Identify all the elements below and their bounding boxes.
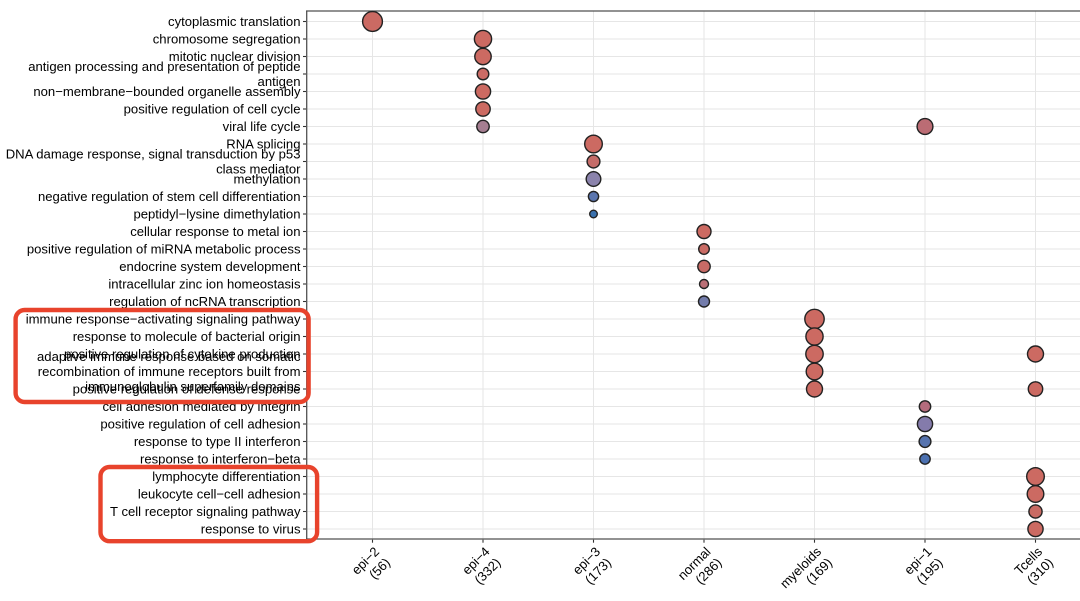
- svg-text:intracellular zinc ion homeost: intracellular zinc ion homeostasis: [108, 277, 301, 292]
- svg-text:DNA damage response, signal tr: DNA damage response, signal transduction…: [6, 147, 301, 162]
- svg-text:positive regulation of miRNA m: positive regulation of miRNA metabolic p…: [27, 242, 301, 257]
- svg-text:T cell receptor signaling path: T cell receptor signaling pathway: [110, 504, 301, 519]
- svg-text:lymphocyte differentiation: lymphocyte differentiation: [152, 469, 300, 484]
- svg-text:cellular response to metal ion: cellular response to metal ion: [130, 224, 300, 239]
- svg-text:positive regulation of cell ad: positive regulation of cell adhesion: [100, 417, 300, 432]
- svg-text:response to molecule of bacter: response to molecule of bacterial origin: [73, 329, 301, 344]
- svg-text:cytoplasmic translation: cytoplasmic translation: [168, 14, 300, 29]
- svg-text:adaptive immune response based: adaptive immune response based on somati…: [37, 349, 301, 364]
- svg-text:recombination of immune recept: recombination of immune receptors built …: [38, 364, 301, 379]
- svg-text:chromosome segregation: chromosome segregation: [153, 32, 301, 47]
- svg-text:leukocyte cell−cell adhesion: leukocyte cell−cell adhesion: [138, 487, 301, 502]
- svg-text:regulation of ncRNA transcript: regulation of ncRNA transcription: [109, 294, 300, 309]
- svg-text:response to interferon−beta: response to interferon−beta: [140, 452, 301, 467]
- svg-text:mitotic nuclear division: mitotic nuclear division: [169, 49, 301, 64]
- svg-text:RNA splicing: RNA splicing: [226, 137, 300, 152]
- svg-text:class mediator: class mediator: [216, 162, 301, 177]
- svg-text:antigen: antigen: [258, 74, 301, 89]
- svg-text:antigen processing and present: antigen processing and presentation of p…: [28, 59, 300, 74]
- svg-text:non−membrane−bounded organelle: non−membrane−bounded organelle assembly: [33, 84, 301, 99]
- svg-text:response to virus: response to virus: [201, 522, 301, 537]
- svg-text:viral life cycle: viral life cycle: [223, 119, 301, 134]
- svg-text:peptidyl−lysine dimethylation: peptidyl−lysine dimethylation: [133, 207, 300, 222]
- svg-text:positive regulation of cell cy: positive regulation of cell cycle: [124, 102, 301, 117]
- svg-text:negative regulation of stem ce: negative regulation of stem cell differe…: [38, 189, 301, 204]
- svg-text:endocrine system development: endocrine system development: [119, 259, 301, 274]
- svg-text:immunoglobulin superfamily dom: immunoglobulin superfamily domains: [85, 379, 301, 394]
- svg-text:positive regulation of defense: positive regulation of defense response: [73, 382, 301, 397]
- svg-text:response to type II interferon: response to type II interferon: [134, 434, 301, 449]
- svg-text:immune response−activating sig: immune response−activating signaling pat…: [26, 312, 301, 327]
- svg-text:methylation: methylation: [234, 172, 301, 187]
- svg-text:positive regulation of cytokin: positive regulation of cytokine producti…: [64, 347, 301, 362]
